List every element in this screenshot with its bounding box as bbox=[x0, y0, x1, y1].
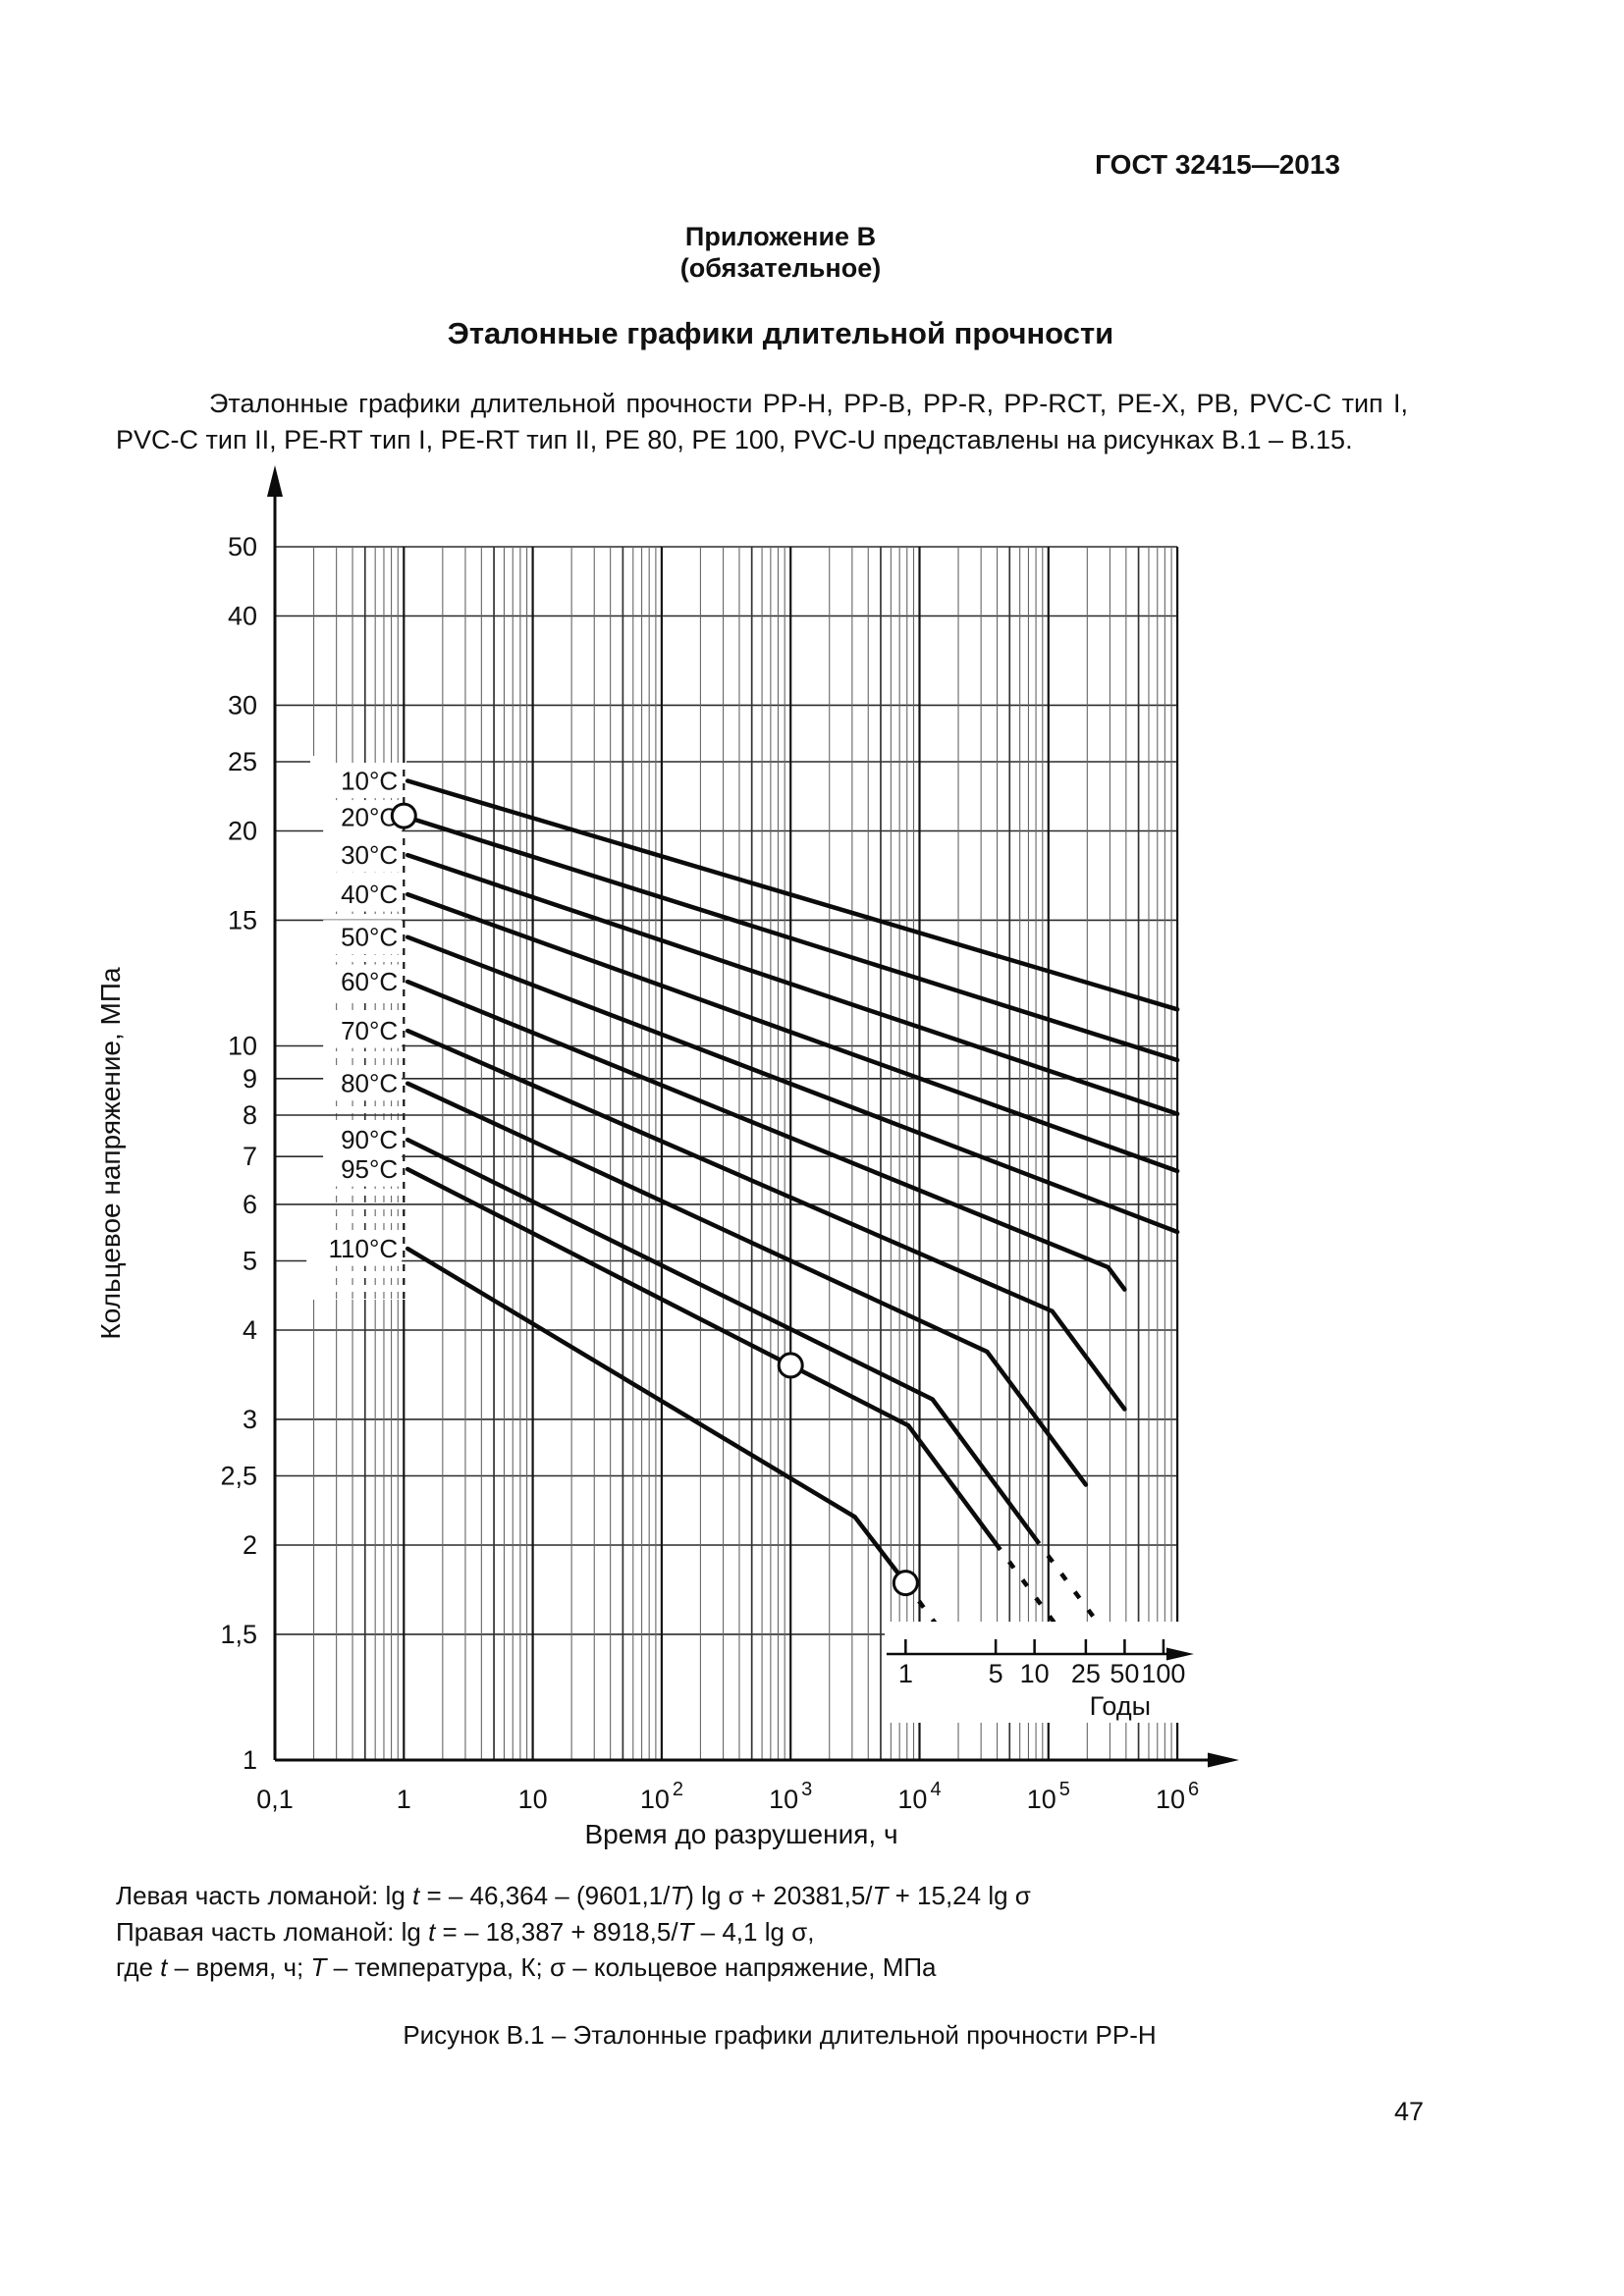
temp-label-40°C: 40°C bbox=[341, 880, 398, 909]
temp-label-box bbox=[323, 837, 403, 873]
y-axis-title: Кольцевое напряжение, МПа bbox=[95, 967, 126, 1340]
years-tick-label: 50 bbox=[1110, 1659, 1139, 1688]
temp-label-box bbox=[323, 964, 403, 999]
years-axis-arrow bbox=[1166, 1647, 1194, 1661]
document-header: ГОСТ 32415—2013 bbox=[1095, 149, 1340, 180]
reference-point-marker bbox=[390, 802, 417, 829]
years-tick-label: 1 bbox=[898, 1659, 913, 1688]
x-tick-label: 0,1 bbox=[256, 1785, 294, 1814]
x-tick-label: 10 4 bbox=[897, 1779, 941, 1814]
temp-label-90°C: 90°C bbox=[341, 1125, 398, 1154]
years-inset-box bbox=[885, 1622, 1218, 1723]
curve-dotted-90°C bbox=[1032, 1535, 1101, 1626]
y-tick-label: 8 bbox=[243, 1100, 257, 1130]
curve-30°C bbox=[405, 852, 1180, 1117]
temp-label-box bbox=[323, 1151, 403, 1187]
years-tick-label: 5 bbox=[989, 1659, 1003, 1688]
figure-caption: Рисунок В.1 – Эталонные графики длительн… bbox=[403, 2020, 1157, 2050]
y-tick-label: 40 bbox=[228, 602, 257, 631]
reference-point-marker bbox=[892, 1570, 919, 1597]
formula-legend: где t – время, ч; T – температура, К; σ … bbox=[116, 1952, 937, 1982]
years-tick-label: 10 bbox=[1020, 1659, 1050, 1688]
curve-70°C bbox=[405, 1028, 1127, 1412]
y-tick-label: 6 bbox=[243, 1190, 257, 1219]
y-tick-label: 2 bbox=[243, 1530, 257, 1560]
temp-label-box bbox=[323, 764, 403, 799]
x-tick-label: 10 6 bbox=[1156, 1779, 1199, 1814]
x-tick-label: 1 bbox=[397, 1785, 411, 1814]
y-tick-label: 5 bbox=[243, 1246, 257, 1275]
temp-label-box bbox=[323, 1066, 403, 1101]
y-tick-label: 2,5 bbox=[220, 1461, 257, 1490]
x-tick-label: 10 bbox=[518, 1785, 548, 1814]
temp-label-box bbox=[323, 800, 403, 835]
formula-block: Левая часть ломаной: lg t = – 46,364 – (… bbox=[116, 1878, 1031, 1986]
temp-label-box bbox=[323, 1013, 403, 1048]
x-axis-arrow bbox=[1208, 1752, 1239, 1768]
curve-50°C bbox=[405, 934, 1180, 1235]
y-tick-label: 15 bbox=[228, 905, 257, 934]
curve-60°C bbox=[405, 979, 1127, 1292]
y-tick-label: 3 bbox=[243, 1405, 257, 1434]
curve-90°C bbox=[405, 1137, 1037, 1540]
x-tick-label: 10 5 bbox=[1027, 1779, 1070, 1814]
temp-label-box bbox=[306, 1231, 403, 1266]
years-tick-label: 25 bbox=[1071, 1659, 1101, 1688]
temp-label-box bbox=[323, 1122, 403, 1157]
temp-label-10°C: 10°C bbox=[341, 767, 398, 796]
years-axis-title: Годы bbox=[1090, 1691, 1151, 1721]
temp-label-20°C: 20°C bbox=[341, 803, 398, 832]
years-tick-label: 100 bbox=[1141, 1659, 1185, 1688]
temp-label-box bbox=[323, 877, 403, 912]
y-tick-label: 1 bbox=[243, 1745, 257, 1775]
page-number: 47 bbox=[1393, 2097, 1424, 2126]
page-title: Эталонные графики длительной прочности bbox=[447, 316, 1114, 350]
curve-dotted-95°C bbox=[994, 1542, 1057, 1626]
temp-label-60°C: 60°C bbox=[341, 967, 398, 996]
y-tick-label: 7 bbox=[243, 1142, 257, 1171]
temp-label-110°C: 110°C bbox=[329, 1234, 399, 1263]
y-tick-label: 25 bbox=[228, 747, 257, 776]
x-axis-title: Время до разрушения, ч bbox=[584, 1819, 897, 1849]
y-tick-label: 9 bbox=[243, 1064, 257, 1094]
curve-110°C bbox=[405, 1246, 908, 1585]
temp-label-box bbox=[323, 920, 403, 955]
formula-left-branch: Левая часть ломаной: lg t = – 46,364 – (… bbox=[116, 1881, 1031, 1910]
y-tick-label: 4 bbox=[243, 1315, 257, 1345]
y-tick-label: 50 bbox=[228, 532, 257, 561]
x-tick-label: 10 3 bbox=[769, 1779, 812, 1814]
curve-10°C bbox=[405, 778, 1180, 1012]
curve-80°C bbox=[405, 1081, 1089, 1487]
temp-label-95°C: 95°C bbox=[341, 1154, 398, 1184]
x-tick-label: 10 2 bbox=[640, 1779, 683, 1814]
y-tick-label: 1,5 bbox=[220, 1620, 257, 1649]
curve-20°C bbox=[405, 815, 1180, 1063]
formula-right-branch: Правая часть ломаной: lg t = – 18,387 + … bbox=[116, 1916, 815, 1947]
y-axis-arrow bbox=[267, 465, 283, 497]
y-tick-label: 20 bbox=[228, 817, 257, 846]
temp-label-70°C: 70°C bbox=[341, 1016, 398, 1045]
annex-note: (обязательное) bbox=[679, 253, 882, 283]
curve-dotted-110°C bbox=[903, 1581, 939, 1626]
reference-point-marker bbox=[777, 1352, 804, 1379]
temp-label-50°C: 50°C bbox=[341, 923, 398, 952]
y-tick-label: 10 bbox=[228, 1032, 257, 1061]
y-tick-label: 30 bbox=[228, 690, 257, 720]
temp-label-80°C: 80°C bbox=[341, 1069, 398, 1098]
curve-95°C bbox=[405, 1166, 999, 1546]
temp-label-30°C: 30°C bbox=[341, 840, 398, 870]
annex-label: Приложение В bbox=[684, 222, 877, 251]
curve-40°C bbox=[405, 891, 1180, 1174]
intro-paragraph: Эталонные графики длительной прочности P… bbox=[116, 389, 1408, 454]
